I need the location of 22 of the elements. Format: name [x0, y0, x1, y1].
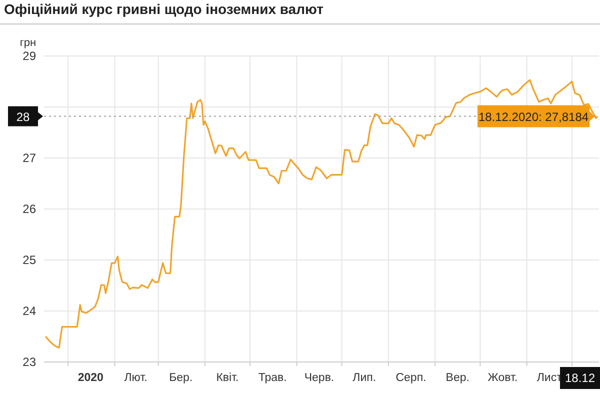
x-tick-label: Вер.: [446, 372, 470, 384]
x-tick-label: Черв.: [304, 372, 334, 384]
y-tick-label: 23: [22, 355, 36, 369]
chart-title: Офіційний курс гривні щодо іноземних валют: [4, 1, 324, 17]
y-tick-label: 27: [22, 151, 36, 165]
y-tick-label: 24: [22, 304, 36, 318]
line-series: [44, 79, 598, 349]
x-tick-label: Лют.: [124, 372, 148, 384]
annotation: 18.12.2020: 27,8184: [478, 110, 589, 124]
y-tick-label: 25: [22, 253, 36, 267]
x-tick-label: Жовт.: [488, 372, 518, 384]
y-tick-label: 26: [22, 202, 36, 216]
x-tick-label: Трав.: [258, 372, 287, 384]
ref-line-label: 28: [16, 110, 30, 124]
x-tick-label: Бер.: [169, 372, 193, 384]
x-tick-label: Серп.: [396, 372, 426, 384]
y-axis-title: грн: [20, 37, 36, 49]
x-tick-label: 18.12: [564, 371, 596, 385]
x-tick-label: Квіт.: [216, 372, 239, 384]
y-tick-label: 29: [22, 49, 36, 63]
x-tick-label: 2020: [78, 372, 104, 384]
x-tick-label: Лип.: [352, 372, 376, 384]
